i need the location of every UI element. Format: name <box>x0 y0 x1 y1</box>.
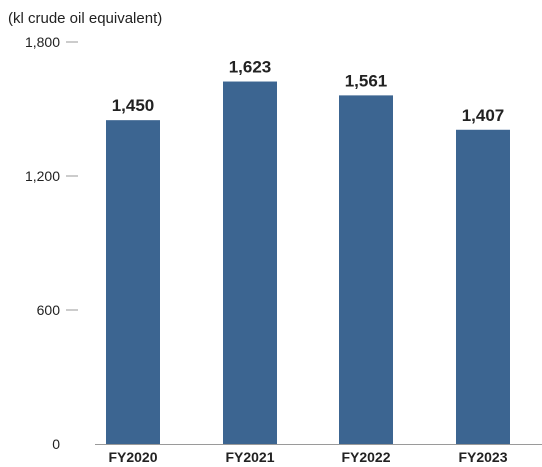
x-category-label: FY2021 <box>225 449 274 465</box>
y-tick-label: 600 <box>37 302 61 318</box>
bar <box>456 129 510 444</box>
y-tick-label: 1,800 <box>25 34 60 50</box>
bar-value-label: 1,450 <box>112 96 155 115</box>
bar-value-label: 1,407 <box>462 106 505 125</box>
y-tick-label: 1,200 <box>25 168 60 184</box>
x-category-label: FY2023 <box>458 449 507 465</box>
x-category-label: FY2020 <box>108 449 157 465</box>
y-axis-unit-label: (kl crude oil equivalent) <box>8 10 163 27</box>
bars: 1,450 1,623 1,561 1,407 <box>106 58 510 445</box>
bar <box>106 120 160 445</box>
y-axis: 0 600 1,200 1,800 <box>25 34 78 452</box>
bar <box>339 95 393 445</box>
bar-value-label: 1,561 <box>345 71 388 90</box>
x-category-label: FY2022 <box>341 449 390 465</box>
y-tick-label: 0 <box>52 436 60 452</box>
bar <box>223 81 277 444</box>
bar-value-label: 1,623 <box>229 58 272 77</box>
x-axis: FY2020 FY2021 FY2022 FY2023 <box>95 444 542 465</box>
